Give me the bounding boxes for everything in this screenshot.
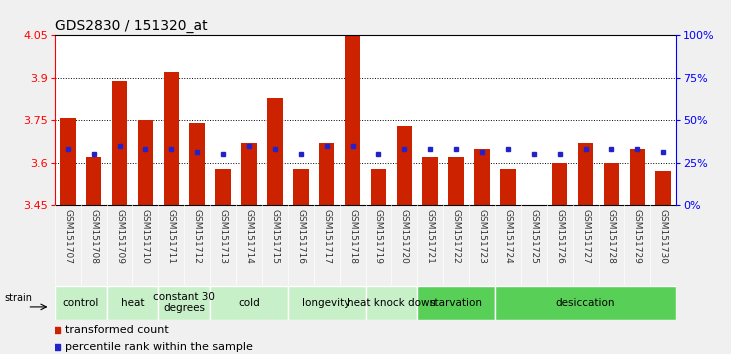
Text: percentile rank within the sample: percentile rank within the sample [65, 342, 253, 352]
Bar [319, 143, 334, 205]
Text: GSM151710: GSM151710 [141, 209, 150, 264]
Text: GSM151718: GSM151718 [348, 209, 357, 264]
Bar [552, 163, 567, 205]
Text: starvation: starvation [430, 298, 482, 308]
Text: GSM151714: GSM151714 [244, 209, 254, 264]
Text: GSM151715: GSM151715 [270, 209, 279, 264]
Text: GSM151729: GSM151729 [633, 209, 642, 264]
Text: GSM151720: GSM151720 [400, 209, 409, 264]
Bar [86, 157, 102, 205]
Text: GSM151707: GSM151707 [64, 209, 72, 264]
Bar [423, 157, 438, 205]
Text: GDS2830 / 151320_at: GDS2830 / 151320_at [55, 19, 208, 33]
Bar [396, 126, 412, 205]
Bar [371, 169, 386, 205]
Bar [241, 143, 257, 205]
Text: GSM151716: GSM151716 [296, 209, 306, 264]
Text: GSM151719: GSM151719 [374, 209, 383, 264]
Bar [417, 286, 495, 320]
Text: GSM151724: GSM151724 [504, 209, 512, 264]
Text: GSM151725: GSM151725 [529, 209, 538, 264]
Bar [137, 120, 154, 205]
Bar [189, 123, 205, 205]
Text: GSM151717: GSM151717 [322, 209, 331, 264]
Text: GSM151728: GSM151728 [607, 209, 616, 264]
Bar [159, 286, 211, 320]
Bar [656, 171, 671, 205]
Bar [366, 286, 417, 320]
Bar [629, 149, 645, 205]
Text: longevity: longevity [303, 298, 351, 308]
Bar [267, 98, 283, 205]
Bar [107, 286, 159, 320]
Text: cold: cold [238, 298, 260, 308]
Bar [164, 72, 179, 205]
Bar [55, 286, 107, 320]
Text: heat: heat [121, 298, 144, 308]
Bar [604, 163, 619, 205]
Bar [577, 143, 594, 205]
Bar [345, 35, 360, 205]
Text: GSM151708: GSM151708 [89, 209, 98, 264]
Bar [448, 157, 464, 205]
Bar [216, 169, 231, 205]
Text: GSM151730: GSM151730 [659, 209, 667, 264]
Text: desiccation: desiccation [556, 298, 616, 308]
Bar [288, 286, 366, 320]
Text: heat knock down: heat knock down [346, 298, 436, 308]
Text: strain: strain [4, 293, 32, 303]
Text: GSM151721: GSM151721 [425, 209, 435, 264]
Text: GSM151711: GSM151711 [167, 209, 176, 264]
Text: constant 30
degrees: constant 30 degrees [154, 292, 215, 314]
Bar [474, 149, 490, 205]
Text: GSM151727: GSM151727 [581, 209, 590, 264]
Bar [500, 169, 515, 205]
Bar [293, 169, 308, 205]
Text: GSM151723: GSM151723 [477, 209, 487, 264]
Bar [495, 286, 676, 320]
Text: transformed count: transformed count [65, 325, 169, 335]
Text: GSM151726: GSM151726 [555, 209, 564, 264]
Text: GSM151709: GSM151709 [115, 209, 124, 264]
Text: GSM151712: GSM151712 [193, 209, 202, 264]
Text: GSM151713: GSM151713 [219, 209, 227, 264]
Text: control: control [63, 298, 99, 308]
Bar [60, 118, 75, 205]
Bar [211, 286, 288, 320]
Text: GSM151722: GSM151722 [452, 209, 461, 264]
Bar [112, 81, 127, 205]
